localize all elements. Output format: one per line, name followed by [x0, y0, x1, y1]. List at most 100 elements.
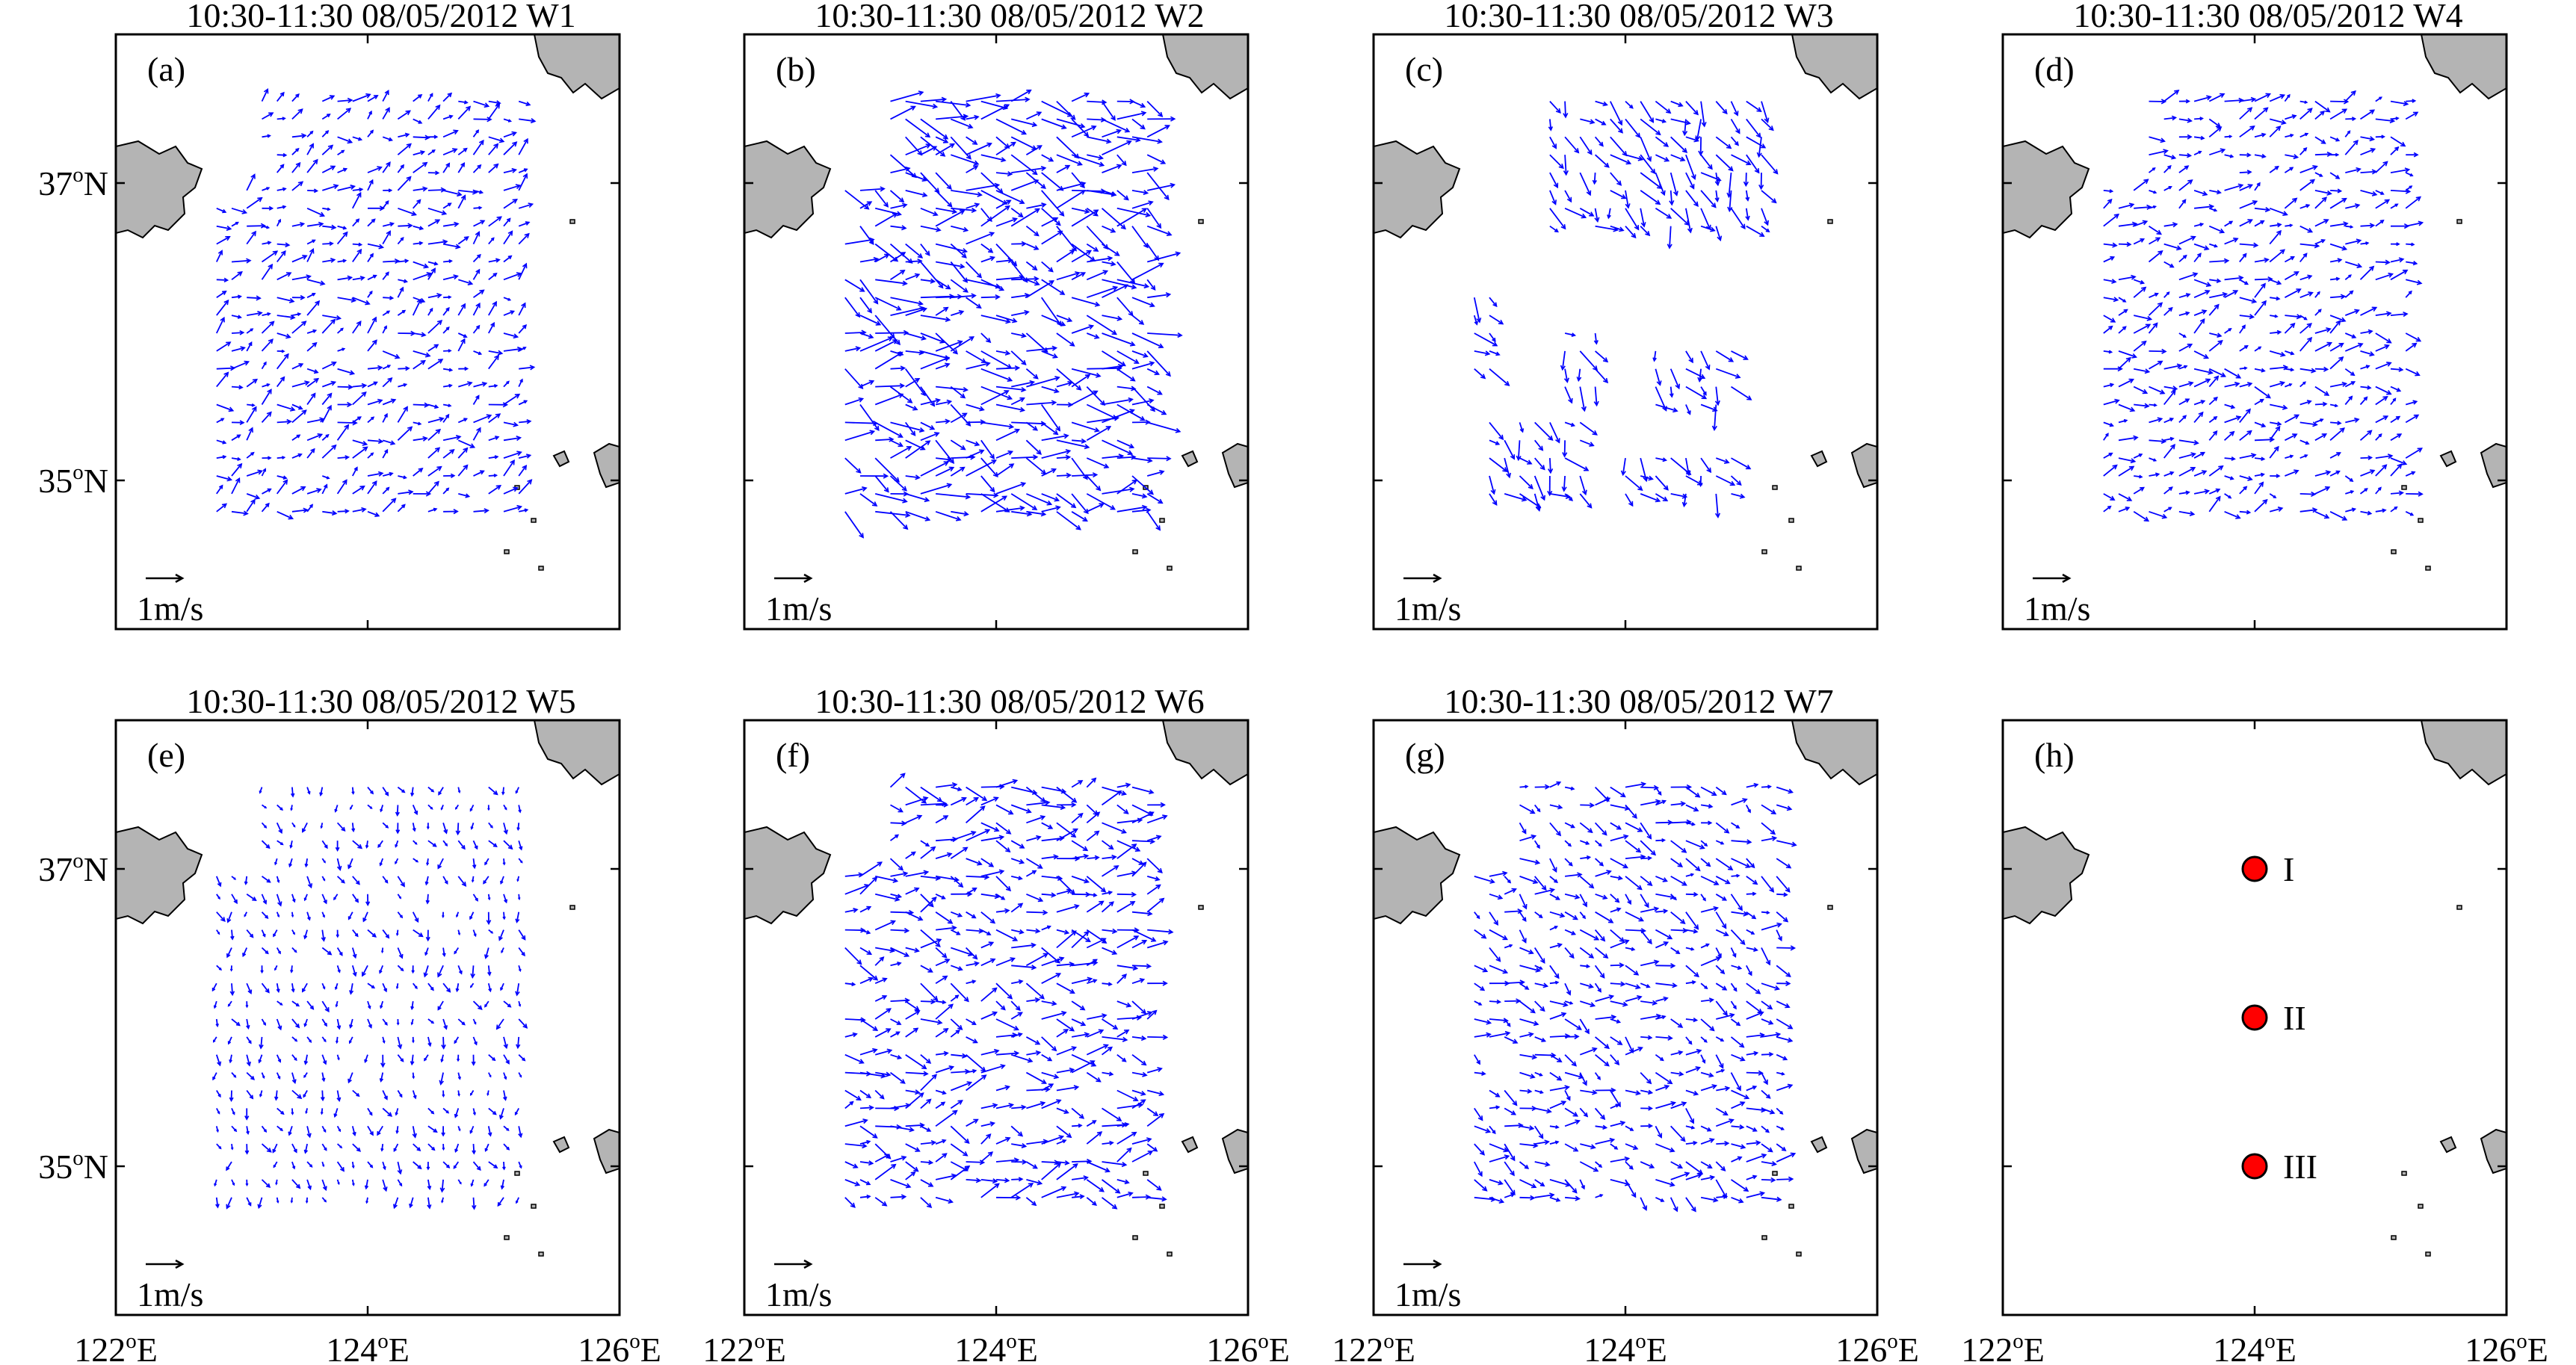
vector-head	[1581, 406, 1587, 412]
current-vector	[457, 439, 475, 448]
vector-head	[1666, 108, 1672, 114]
vector-head	[892, 877, 899, 883]
current-vector	[1116, 297, 1134, 316]
current-vector	[1041, 217, 1058, 227]
vector-head	[1015, 1006, 1021, 1012]
vector-head	[227, 1041, 232, 1045]
current-vector	[905, 888, 919, 895]
vector-head	[2123, 309, 2128, 314]
vector-head	[2323, 219, 2329, 224]
current-vector	[261, 250, 278, 263]
vector-head	[514, 1112, 518, 1116]
vector-head	[329, 241, 334, 247]
vector-head	[1746, 160, 1752, 166]
current-vector	[2178, 344, 2193, 352]
current-vector	[1041, 350, 1057, 359]
current-vector	[1731, 386, 1752, 400]
vector-head	[993, 796, 999, 802]
vector-head	[291, 899, 296, 903]
vector-head	[886, 1048, 893, 1054]
vector-head	[951, 925, 957, 931]
vector-head	[1146, 1011, 1153, 1016]
panel-frame	[743, 719, 1250, 1316]
current-vector	[2163, 243, 2181, 250]
current-vector	[336, 858, 342, 870]
vector-head	[909, 1127, 915, 1133]
current-vector	[2163, 365, 2181, 370]
vector-head	[493, 1164, 498, 1169]
current-vector	[1072, 1124, 1082, 1127]
vector-head	[1092, 1201, 1097, 1206]
current-vector	[1116, 1192, 1133, 1198]
current-vector	[2208, 496, 2221, 513]
vector-head	[1014, 365, 1021, 371]
current-vector	[2299, 108, 2313, 120]
current-vector	[488, 143, 498, 155]
current-vector	[367, 339, 377, 352]
islet	[1788, 518, 1794, 523]
vector-head	[1120, 224, 1126, 230]
vector-head	[276, 1200, 279, 1204]
vector-head	[349, 1024, 353, 1029]
vector-head	[1159, 897, 1165, 903]
vector-head	[1048, 156, 1054, 162]
vector-head	[1084, 131, 1090, 137]
vector-head	[1028, 1183, 1034, 1188]
current-vector	[352, 218, 359, 227]
vector-head	[1645, 230, 1651, 237]
current-vector	[951, 947, 973, 956]
current-vector	[382, 223, 394, 227]
vector-head	[213, 1005, 217, 1009]
vector-head	[215, 1024, 219, 1028]
vector-head	[2169, 471, 2175, 476]
current-vector	[875, 439, 893, 442]
vector-head	[898, 351, 904, 357]
vector-head	[1004, 1177, 1010, 1183]
vector-head	[976, 273, 983, 279]
current-vector	[1071, 325, 1093, 334]
islet	[538, 566, 544, 571]
vector-head	[1635, 132, 1641, 138]
vector-head	[303, 897, 307, 902]
vector-head	[2273, 495, 2277, 498]
current-vector	[936, 115, 968, 120]
current-vector	[352, 446, 368, 459]
vector-head	[1581, 213, 1587, 219]
current-vector	[321, 445, 336, 459]
vector-head	[1714, 197, 1720, 202]
vector-head	[1091, 125, 1097, 131]
vector-head	[385, 107, 390, 113]
islet	[1198, 219, 1204, 224]
current-vector	[2209, 190, 2221, 194]
vector-head	[1083, 853, 1090, 859]
current-vector	[2299, 275, 2312, 281]
vector-head	[441, 1200, 444, 1204]
vector-head	[1714, 513, 1721, 519]
vector-head	[944, 356, 951, 362]
vector-head	[365, 300, 371, 306]
vector-head	[898, 442, 904, 448]
current-vector	[2178, 398, 2190, 406]
current-vector	[920, 840, 930, 846]
current-vector	[1533, 493, 1540, 511]
current-vector	[966, 116, 979, 120]
vector-head	[2349, 290, 2354, 295]
vector-head	[1122, 284, 1129, 289]
vector-head	[379, 862, 383, 867]
current-vector	[1116, 784, 1131, 788]
vector-head	[279, 376, 285, 382]
vector-head	[1536, 808, 1541, 813]
current-vector	[1102, 350, 1125, 367]
vector-head	[230, 935, 235, 941]
vector-head	[421, 332, 427, 338]
current-vector	[2390, 203, 2398, 209]
vector-head	[426, 1166, 430, 1171]
current-vector	[306, 1000, 314, 1010]
current-vector	[966, 350, 986, 363]
current-vector	[1640, 190, 1661, 205]
current-vector	[890, 1125, 914, 1131]
vector-head	[866, 201, 873, 206]
current-vector	[844, 884, 869, 895]
vector-head	[1126, 140, 1132, 146]
vector-head	[2256, 182, 2261, 187]
